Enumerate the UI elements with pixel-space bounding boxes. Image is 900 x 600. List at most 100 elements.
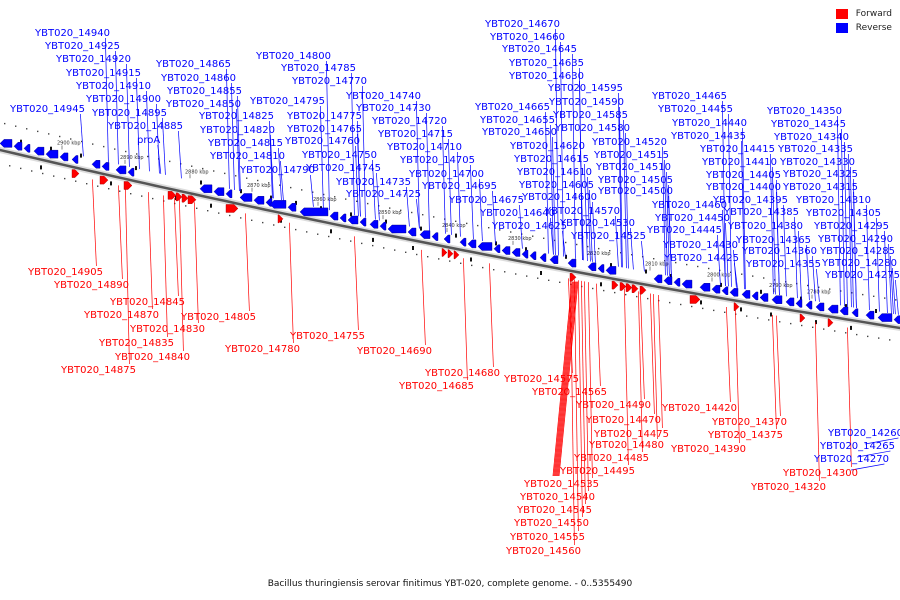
reverse-gene-arrow — [199, 184, 213, 194]
reverse-gene-label: YBT020_14395 — [712, 195, 788, 206]
forward-gene-arrow — [187, 195, 197, 204]
forward-connector — [650, 293, 655, 415]
reverse-gene-arrow — [91, 160, 101, 169]
minor-mark — [493, 269, 495, 271]
minor-mark — [592, 287, 594, 290]
reverse-connector — [562, 230, 566, 257]
reverse-connector — [115, 50, 119, 165]
minor-mark — [224, 172, 226, 175]
minor-mark — [103, 145, 105, 148]
forward-gene-label: YBT020_14470 — [585, 415, 661, 426]
reverse-gene-label: YBT020_14700 — [408, 169, 484, 180]
forward-gene-label: YBT020_14685 — [398, 381, 474, 392]
minor-mark — [235, 175, 237, 177]
backbone-line — [0, 148, 900, 330]
reverse-connector — [162, 117, 166, 175]
reverse-connector — [848, 153, 852, 308]
forward-gene-arrow — [625, 283, 633, 292]
reverse-gene-label: YBT020_14630 — [508, 71, 584, 82]
forward-connector — [584, 281, 589, 492]
reverse-connector — [442, 125, 446, 234]
reverse-connector — [794, 216, 798, 299]
reverse-gene-arrow — [329, 211, 339, 221]
reverse-connector — [844, 141, 848, 307]
reverse-connector — [326, 60, 330, 211]
minor-mark — [306, 231, 308, 233]
label-connectors — [80, 28, 899, 546]
scale-tick-label: 2800 kbp — [707, 272, 731, 278]
reverse-gene-label: YBT020_14355 — [745, 259, 821, 270]
forward-gene-connector — [552, 281, 573, 477]
legend-reverse: Reverse — [835, 23, 892, 33]
minor-mark — [334, 196, 336, 198]
feature-mark — [270, 195, 272, 200]
reverse-gene-arrow — [805, 300, 813, 310]
forward-connector — [92, 179, 97, 267]
reverse-gene-arrow — [605, 266, 617, 275]
forward-gene-arrow — [225, 204, 239, 213]
reverse-gene-arrow — [567, 258, 577, 268]
minor-mark — [411, 211, 413, 214]
reverse-gene-arrow — [501, 246, 511, 255]
reverse-gene-arrow — [467, 239, 477, 249]
forward-gene-label: YBT020_14840 — [114, 352, 190, 363]
reverse-gene-arrow — [419, 230, 431, 239]
scale-tick-label: 2830 kbp — [508, 236, 532, 242]
reverse-connector — [231, 82, 235, 190]
forward-connector — [772, 314, 777, 430]
reverse-gene-label: YBT020_14440 — [671, 118, 747, 129]
reverse-connector — [178, 130, 182, 179]
minor-mark — [620, 252, 622, 254]
reverse-gene-label: YBT020_14580 — [554, 123, 630, 134]
minor-mark — [515, 273, 517, 275]
minor-mark — [609, 250, 611, 252]
reverse-gene-arrow — [359, 217, 367, 227]
feature-mark — [540, 271, 542, 275]
forward-gene-label: YBT020_14835 — [98, 338, 174, 349]
reverse-gene-label: YBT020_14900 — [85, 94, 161, 105]
reverse-gene-label: YBT020_14945 — [9, 104, 85, 115]
reverse-connector — [722, 100, 726, 286]
forward-connector — [179, 198, 184, 352]
minor-mark — [713, 309, 715, 312]
reverse-connector — [278, 147, 282, 201]
forward-connector — [588, 282, 593, 479]
forward-connector — [148, 192, 153, 310]
reverse-gene-label: YBT020_14910 — [75, 81, 151, 92]
reverse-gene-label: YBT020_14350 — [766, 106, 842, 117]
reverse-connector — [772, 166, 776, 295]
forward-gene-arrow — [619, 282, 627, 291]
minor-mark — [9, 165, 11, 167]
reverse-gene-arrow — [23, 144, 31, 153]
reverse-gene-arrow — [539, 253, 547, 262]
minor-mark — [807, 284, 809, 287]
forward-connector — [118, 185, 123, 280]
reverse-gene-label: YBT020_14500 — [597, 186, 673, 197]
reverse-connector — [550, 217, 554, 255]
reverse-connector — [357, 133, 361, 217]
minor-mark — [284, 226, 286, 228]
forward-connector — [776, 315, 781, 417]
reverse-gene-arrow — [115, 165, 127, 175]
reverse-connector — [320, 105, 324, 209]
minor-mark — [389, 207, 391, 209]
minor-mark — [598, 247, 600, 250]
minor-mark — [141, 195, 143, 197]
reverse-gene-label: YBT020_14400 — [705, 182, 781, 193]
minor-mark — [427, 256, 429, 258]
forward-gene-connector — [557, 281, 578, 477]
scale-tick-label: 2870 kbp — [247, 183, 271, 189]
reverse-gene-label: proA — [137, 135, 160, 146]
minor-mark — [290, 186, 292, 189]
forward-connector — [735, 308, 740, 444]
reverse-gene-arrow — [759, 293, 769, 302]
forward-gene-label: YBT020_14805 — [180, 312, 256, 323]
reverse-connector — [890, 255, 894, 314]
reverse-gene-arrow — [597, 264, 605, 273]
reverse-gene-arrow — [443, 234, 451, 244]
feature-mark — [845, 304, 847, 309]
minor-mark — [878, 337, 880, 339]
minor-mark — [367, 202, 369, 205]
reverse-gene-arrow — [127, 167, 135, 177]
minor-mark — [257, 179, 259, 182]
